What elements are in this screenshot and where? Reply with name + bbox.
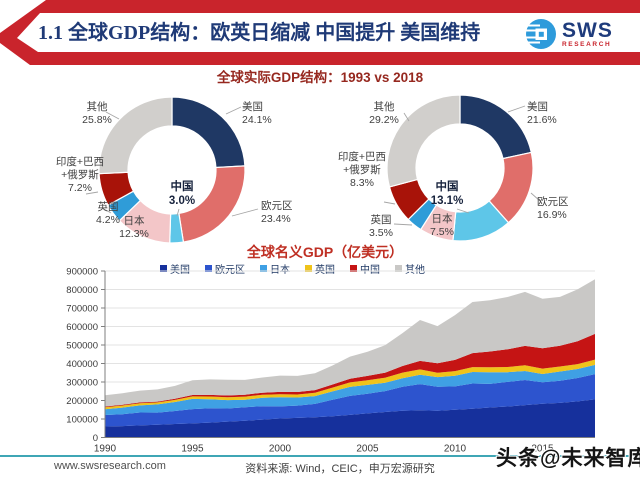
sws-globe-icon xyxy=(524,19,556,49)
area-chart-title: 全球名义GDP（亿美元） xyxy=(246,244,404,260)
donut2018-slice-美国 xyxy=(459,94,533,160)
stacked-area-chart: 0 100000 200000 300000 400000 500000 600000 700… xyxy=(66,267,595,455)
donut2018-label-other: 其他 29.2% xyxy=(369,101,399,126)
header-red-band xyxy=(0,0,640,65)
x-axis-tick-label: 2015 xyxy=(531,444,554,455)
y-axis-tick-label: 300000 xyxy=(66,378,98,389)
donut1993-label-japan: 日本 12.3% xyxy=(119,215,149,240)
donut2018-label-us: 美国 21.6% xyxy=(527,101,557,126)
watermark: 头条@未来智库 xyxy=(496,447,640,470)
donut1993-slice-美国 xyxy=(171,96,246,169)
footer-url[interactable]: www.swsresearch.com xyxy=(54,460,166,472)
donut2018-label-ibr: 印度+巴西 +俄罗斯 8.3% xyxy=(337,151,387,189)
donut2018-label-uk: 英国 3.5% xyxy=(369,214,393,239)
donut-section-title: 全球实际GDP结构：1993 vs 2018 xyxy=(216,70,424,85)
legend-marker xyxy=(260,265,267,272)
legend-marker xyxy=(395,265,402,272)
donut1993-label-euro: 欧元区 23.4% xyxy=(261,200,293,225)
donut1993-label-ibr: 印度+巴西 +俄罗斯 7.2% xyxy=(55,156,105,194)
footer-source: 资料来源: Wind，CEIC，申万宏源研究 xyxy=(245,463,435,475)
donut-chart-2018 xyxy=(386,94,534,242)
y-axis-tick-label: 500000 xyxy=(66,341,98,352)
y-axis-tick-label: 800000 xyxy=(66,285,98,296)
donut1993-label-us: 美国 24.1% xyxy=(242,101,272,126)
donut2018-label-euro: 欧元区 16.9% xyxy=(537,196,569,221)
x-axis-tick-label: 2000 xyxy=(269,444,292,455)
y-axis-tick-label: 100000 xyxy=(66,415,98,426)
y-axis-tick-label: 200000 xyxy=(66,396,98,407)
x-axis-tick-label: 1990 xyxy=(94,444,117,455)
y-axis-tick-label: 600000 xyxy=(66,322,98,333)
donut2018-center-label: 中国 13.1% xyxy=(430,181,464,207)
legend-marker xyxy=(305,265,312,272)
legend-marker xyxy=(205,265,212,272)
area-band-日本 xyxy=(105,364,595,415)
donut2018-slice-其他 xyxy=(386,94,461,188)
y-axis-tick-label: 900000 xyxy=(66,267,98,278)
area-band-其他 xyxy=(105,279,595,407)
legend-marker xyxy=(160,265,167,272)
donut1993-slice-其他 xyxy=(98,96,173,175)
donut1993-label-uk: 英国 4.2% xyxy=(96,201,120,226)
page-title: 1.1 全球GDP结构：欧英日缩减 中国提升 美国维持 xyxy=(38,22,481,44)
area-band-英国 xyxy=(105,359,595,410)
sws-logo: SWS RESEARCH xyxy=(524,15,630,53)
footer-divider xyxy=(0,455,640,457)
donut1993-label-other: 其他 25.8% xyxy=(82,101,112,126)
y-axis-tick-label: 400000 xyxy=(66,359,98,370)
y-axis-tick-label: 700000 xyxy=(66,304,98,315)
donut2018-label-japan: 日本 7.5% xyxy=(430,213,454,238)
logo-brand: SWS xyxy=(562,18,613,42)
x-axis-tick-label: 2005 xyxy=(356,444,379,455)
x-axis-tick-label: 1995 xyxy=(181,444,204,455)
area-band-美国 xyxy=(105,399,595,438)
legend-marker xyxy=(350,265,357,272)
y-axis-tick-label: 0 xyxy=(93,433,98,444)
area-band-欧元区 xyxy=(105,374,595,427)
logo-subtitle: RESEARCH xyxy=(562,40,612,48)
donut1993-center-label: 中国 3.0% xyxy=(168,181,196,207)
x-axis-tick-label: 2010 xyxy=(444,444,467,455)
